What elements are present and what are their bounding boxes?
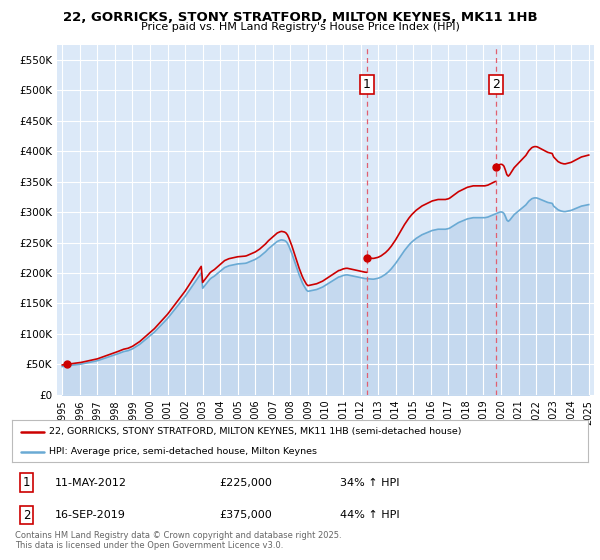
Text: 34% ↑ HPI: 34% ↑ HPI	[340, 478, 400, 488]
Text: HPI: Average price, semi-detached house, Milton Keynes: HPI: Average price, semi-detached house,…	[49, 447, 317, 456]
Text: 1: 1	[363, 78, 371, 91]
Text: Price paid vs. HM Land Registry's House Price Index (HPI): Price paid vs. HM Land Registry's House …	[140, 22, 460, 32]
Text: 22, GORRICKS, STONY STRATFORD, MILTON KEYNES, MK11 1HB (semi-detached house): 22, GORRICKS, STONY STRATFORD, MILTON KE…	[49, 427, 462, 436]
Text: 1: 1	[23, 477, 30, 489]
Text: 22, GORRICKS, STONY STRATFORD, MILTON KEYNES, MK11 1HB: 22, GORRICKS, STONY STRATFORD, MILTON KE…	[62, 11, 538, 24]
Text: 44% ↑ HPI: 44% ↑ HPI	[340, 510, 400, 520]
Text: 2: 2	[23, 508, 30, 521]
Text: £375,000: £375,000	[220, 510, 272, 520]
Text: 2: 2	[492, 78, 500, 91]
Text: £225,000: £225,000	[220, 478, 272, 488]
Text: 16-SEP-2019: 16-SEP-2019	[55, 510, 126, 520]
Text: 11-MAY-2012: 11-MAY-2012	[55, 478, 127, 488]
Text: Contains HM Land Registry data © Crown copyright and database right 2025.
This d: Contains HM Land Registry data © Crown c…	[15, 531, 341, 550]
